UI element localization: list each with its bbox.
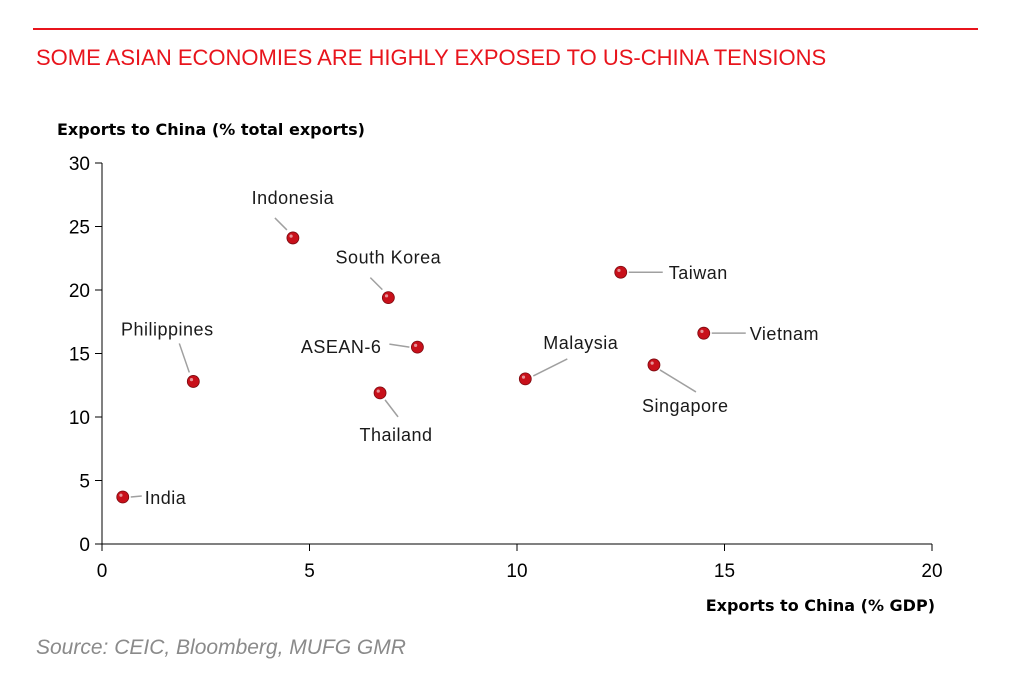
point-marker xyxy=(410,340,424,354)
point-label: ASEAN-6 xyxy=(301,337,382,357)
x-tick-label: 10 xyxy=(506,561,527,582)
y-tick-label: 10 xyxy=(69,408,90,429)
point-label: South Korea xyxy=(336,248,442,268)
point-label: Philippines xyxy=(121,319,214,339)
leader-line xyxy=(130,495,142,498)
chart-title: SOME ASIAN ECONOMIES ARE HIGHLY EXPOSED … xyxy=(36,45,827,70)
leader-line xyxy=(384,399,399,418)
point-highlight xyxy=(414,343,418,347)
leader-line xyxy=(532,358,568,377)
x-tick-label: 0 xyxy=(97,561,108,582)
y-tick-label: 30 xyxy=(69,154,90,175)
y-axis-title: Exports to China (% total exports) xyxy=(57,120,365,139)
source-note: Source: CEIC, Bloomberg, MUFG GMR xyxy=(36,636,406,659)
axes xyxy=(101,163,932,545)
y-tick-label: 25 xyxy=(69,218,90,239)
point-highlight xyxy=(521,375,526,379)
y-tick-label: 20 xyxy=(69,281,90,302)
point-marker xyxy=(614,265,628,279)
x-tick-label: 15 xyxy=(714,561,735,582)
point-marker xyxy=(373,386,387,400)
point-highlight xyxy=(289,234,293,238)
point-labels: Indonesia South Korea ASEAN-6 Philippines Th… xyxy=(121,188,819,508)
point-marker xyxy=(286,231,300,245)
point-label: Taiwan xyxy=(669,263,728,283)
x-axis-title: Exports to China (% GDP) xyxy=(706,596,935,615)
point-highlight xyxy=(119,493,123,497)
point-marker xyxy=(518,372,532,386)
point-marker xyxy=(116,490,130,504)
point-highlight xyxy=(189,378,194,382)
x-tick-label: 5 xyxy=(304,561,315,582)
point-label: Singapore xyxy=(642,396,729,416)
point-marker xyxy=(647,358,661,372)
x-tick-label: 20 xyxy=(921,561,942,582)
point-marker xyxy=(697,326,711,340)
data-points xyxy=(116,231,711,504)
point-label: Vietnam xyxy=(750,324,819,344)
point-label: Thailand xyxy=(360,425,433,445)
point-highlight xyxy=(700,329,704,333)
leader-line xyxy=(274,217,288,231)
point-marker xyxy=(186,375,200,388)
leader-line xyxy=(389,343,410,348)
leader-line xyxy=(178,343,191,373)
y-tick-label: 15 xyxy=(69,345,90,366)
point-label: Indonesia xyxy=(252,188,335,208)
point-highlight xyxy=(617,268,621,273)
point-label: India xyxy=(145,488,187,508)
ticks: 0 5 10 15 20 25 30 0 5 10 15 20 xyxy=(69,154,943,582)
point-highlight xyxy=(650,361,654,365)
leader-lines xyxy=(130,217,746,498)
title-rule xyxy=(33,28,978,30)
y-tick-label: 0 xyxy=(79,535,90,556)
point-highlight xyxy=(384,294,389,298)
point-label: Malaysia xyxy=(543,333,619,353)
y-tick-label: 5 xyxy=(79,472,90,493)
point-marker xyxy=(381,291,395,305)
leader-line xyxy=(659,369,697,393)
point-highlight xyxy=(376,389,380,393)
leader-line xyxy=(369,277,383,291)
